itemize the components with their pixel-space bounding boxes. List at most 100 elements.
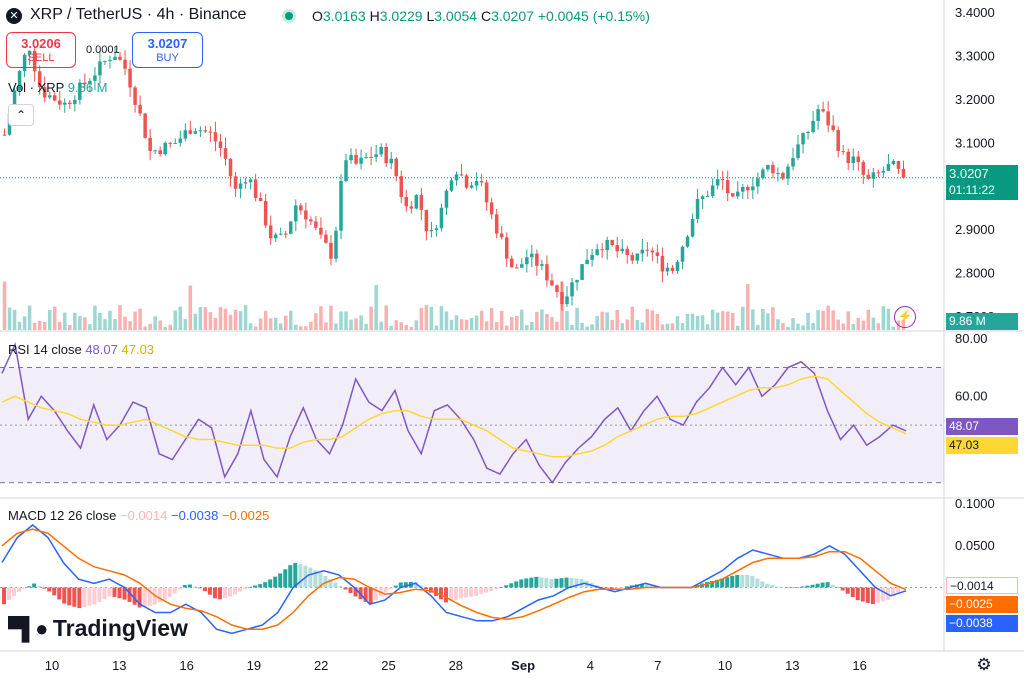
volume-bar	[344, 311, 348, 330]
volume-bar	[670, 323, 675, 330]
macd-hist-bar	[308, 567, 313, 588]
volume-bar	[866, 309, 871, 330]
volume-bar	[535, 311, 539, 330]
candle-body	[52, 95, 57, 101]
volume-bar	[329, 305, 333, 330]
volume-bar	[32, 322, 37, 330]
candle-body	[605, 239, 609, 251]
price-tick-label: 2.8000	[955, 266, 995, 281]
volume-bar	[73, 312, 77, 330]
candle-body	[494, 214, 499, 234]
symbol-close-icon[interactable]: ✕	[6, 8, 22, 24]
macd-hist-bar	[810, 584, 815, 588]
volume-bar	[143, 326, 147, 330]
candle-body	[273, 234, 278, 239]
macd-hist-bar	[554, 578, 559, 588]
macd-hist-bar	[283, 569, 288, 588]
candle-body	[429, 230, 434, 232]
candle-body	[484, 182, 489, 203]
volume-bar	[570, 324, 574, 330]
volume-bar	[796, 323, 800, 330]
macd-hist-bar	[775, 586, 780, 588]
rsi-ma-line	[1, 375, 907, 458]
macd-hist-bar	[368, 587, 373, 604]
volume-bar	[680, 323, 685, 330]
macd-hist-bar	[805, 585, 810, 588]
volume-legend[interactable]: Vol · XRP 9.86 M	[8, 80, 108, 95]
volume-bar	[163, 326, 167, 330]
candle-body	[479, 181, 484, 183]
candle-body	[459, 174, 464, 176]
candle-body	[118, 56, 122, 60]
spread-value: 0.0001	[86, 44, 120, 56]
candle-body	[454, 174, 459, 181]
volume-bar	[675, 316, 680, 330]
macd-hist-bar	[137, 587, 142, 608]
gear-icon[interactable]: ⚙	[976, 655, 992, 674]
volume-bar	[379, 321, 383, 330]
macd-hist-bar	[67, 587, 72, 606]
candle-body	[47, 95, 52, 98]
volume-bar	[384, 305, 388, 330]
macd-hist-bar	[870, 587, 875, 605]
volume-bar	[404, 324, 409, 330]
candle-body	[535, 253, 539, 266]
candle-body	[771, 164, 775, 174]
candle-body	[193, 131, 198, 134]
macd-hist-bar	[464, 587, 469, 598]
open-value: 3.0163	[322, 8, 366, 24]
buy-button[interactable]: 3.0207 BUY	[132, 32, 203, 68]
macd-legend[interactable]: MACD 12 26 close −0.0014 −0.0038 −0.0025	[8, 508, 269, 523]
sell-button[interactable]: 3.0206 SELL	[6, 32, 76, 68]
candle-body	[83, 82, 87, 84]
candle-body	[509, 258, 514, 268]
candle-body	[263, 201, 268, 226]
macd-hist-bar	[278, 573, 283, 588]
macd-hist-bar	[820, 582, 825, 588]
rsi-legend[interactable]: RSI 14 close 48.07 47.03	[8, 342, 154, 357]
macd-hist-bar	[97, 587, 102, 602]
volume-bar	[841, 323, 845, 330]
volume-bar	[776, 319, 780, 330]
volume-bar	[429, 306, 434, 330]
volume-bar	[198, 307, 203, 330]
macd-line	[1, 524, 907, 635]
volume-bar	[836, 319, 840, 330]
macd-hist-bar	[172, 587, 177, 594]
macd-hist-bar	[92, 587, 97, 605]
macd-hist-bar	[298, 564, 303, 588]
macd-tag-value: −0.0038	[949, 616, 993, 630]
volume-bar	[509, 317, 514, 330]
candle-body	[620, 248, 625, 252]
candle-body	[595, 249, 599, 255]
candle-body	[138, 104, 142, 114]
volume-bar	[685, 314, 690, 330]
collapse-chevron-up-icon[interactable]: ⌃	[8, 104, 34, 126]
rsi-line	[1, 341, 907, 484]
volume-bar	[299, 326, 303, 330]
macd-signal-legend-value: −0.0025	[221, 508, 270, 523]
macd-legend-label: MACD 12 26 close	[8, 508, 117, 523]
candle-body	[821, 109, 825, 112]
candle-body	[776, 172, 780, 174]
volume-bar	[289, 310, 293, 330]
macd-hist-bar	[524, 578, 529, 588]
tradingview-logo: ▀▌● TradingView	[8, 615, 188, 642]
candle-body	[128, 68, 132, 88]
candle-body	[248, 179, 253, 183]
macd-hist-bar	[418, 585, 423, 588]
volume-bar	[2, 281, 7, 330]
candle-body	[68, 102, 72, 105]
lightning-icon[interactable]: ⚡	[894, 306, 916, 328]
symbol-title[interactable]: XRP / TetherUS · 4h · Binance	[30, 6, 247, 23]
candle-body	[575, 279, 579, 283]
candle-body	[404, 196, 409, 207]
candle-body	[228, 158, 233, 177]
macd-hist-bar	[233, 587, 238, 595]
macd-hist-bar	[574, 578, 579, 588]
volume-bar	[324, 322, 328, 330]
macd-hist-bar	[7, 587, 12, 601]
candle-body	[504, 237, 509, 259]
candle-body	[42, 87, 47, 98]
